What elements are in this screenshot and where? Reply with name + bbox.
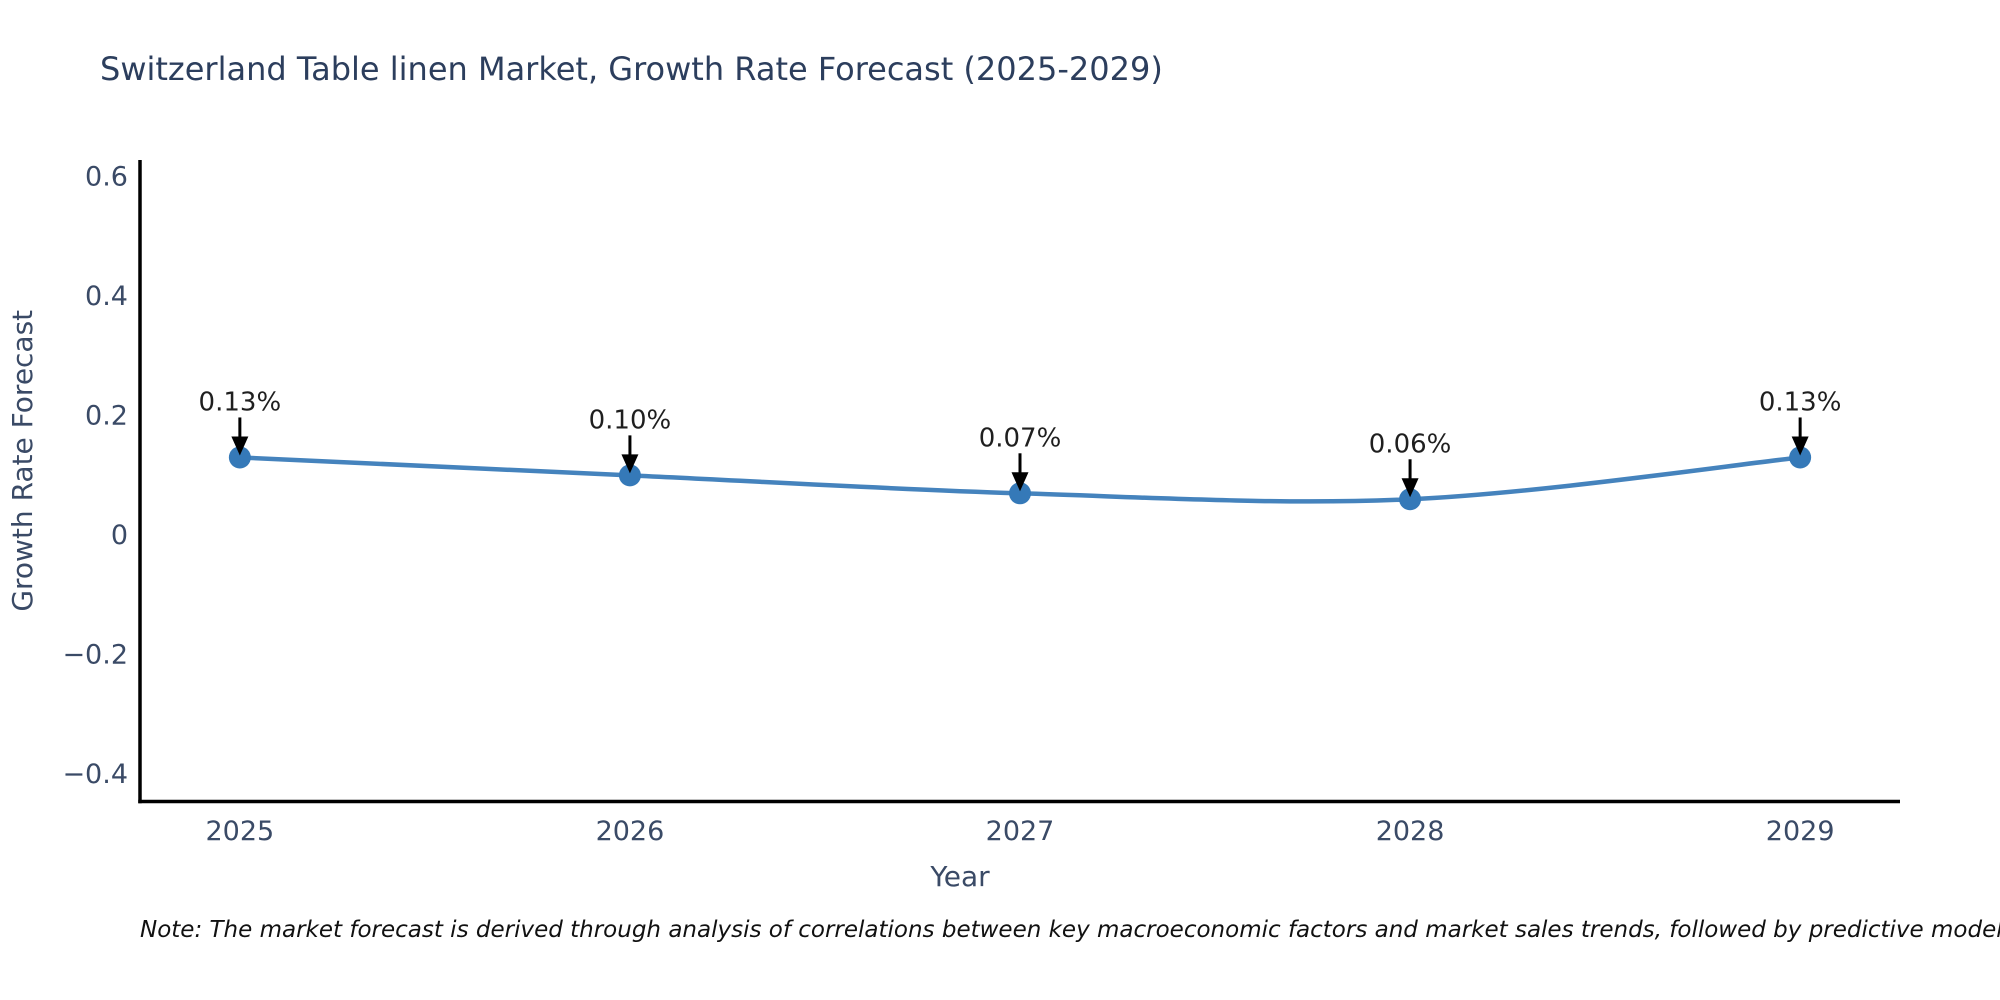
- x-axis-title: Year: [929, 860, 990, 893]
- x-tick-label: 2028: [1376, 816, 1445, 847]
- data-point-marker: [1009, 482, 1031, 505]
- annotation-arrowhead: [231, 436, 249, 456]
- data-point-marker: [618, 464, 641, 487]
- annotation-arrowhead: [1401, 478, 1419, 498]
- chart-title: Switzerland Table linen Market, Growth R…: [100, 50, 1163, 88]
- data-point-label: 0.07%: [979, 423, 1062, 453]
- y-tick-label: 0.2: [85, 401, 128, 432]
- x-tick-label: 2029: [1766, 816, 1835, 847]
- y-tick-label: 0.6: [85, 162, 128, 193]
- data-point-label: 0.06%: [1369, 429, 1452, 459]
- data-point-label: 0.13%: [199, 387, 282, 417]
- data-point-label: 0.13%: [1759, 387, 1842, 417]
- annotation-arrowhead: [621, 454, 639, 474]
- x-tick-label: 2027: [986, 816, 1055, 847]
- y-tick-label: −0.4: [62, 759, 128, 790]
- y-tick-label: 0.4: [85, 281, 128, 312]
- data-point-label: 0.10%: [589, 405, 672, 435]
- annotation-arrowhead: [1791, 436, 1809, 456]
- data-point-marker: [228, 446, 251, 469]
- data-point-marker: [1399, 488, 1422, 511]
- x-tick-label: 2026: [596, 816, 665, 847]
- y-axis-title: Growth Rate Forecast: [6, 310, 39, 612]
- data-point-marker: [1789, 446, 1812, 469]
- footnote: Note: The market forecast is derived thr…: [140, 917, 2000, 943]
- x-tick-label: 2025: [205, 816, 274, 847]
- y-tick-label: −0.2: [62, 640, 128, 671]
- annotation-arrowhead: [1011, 472, 1029, 492]
- y-tick-label: 0: [111, 520, 128, 551]
